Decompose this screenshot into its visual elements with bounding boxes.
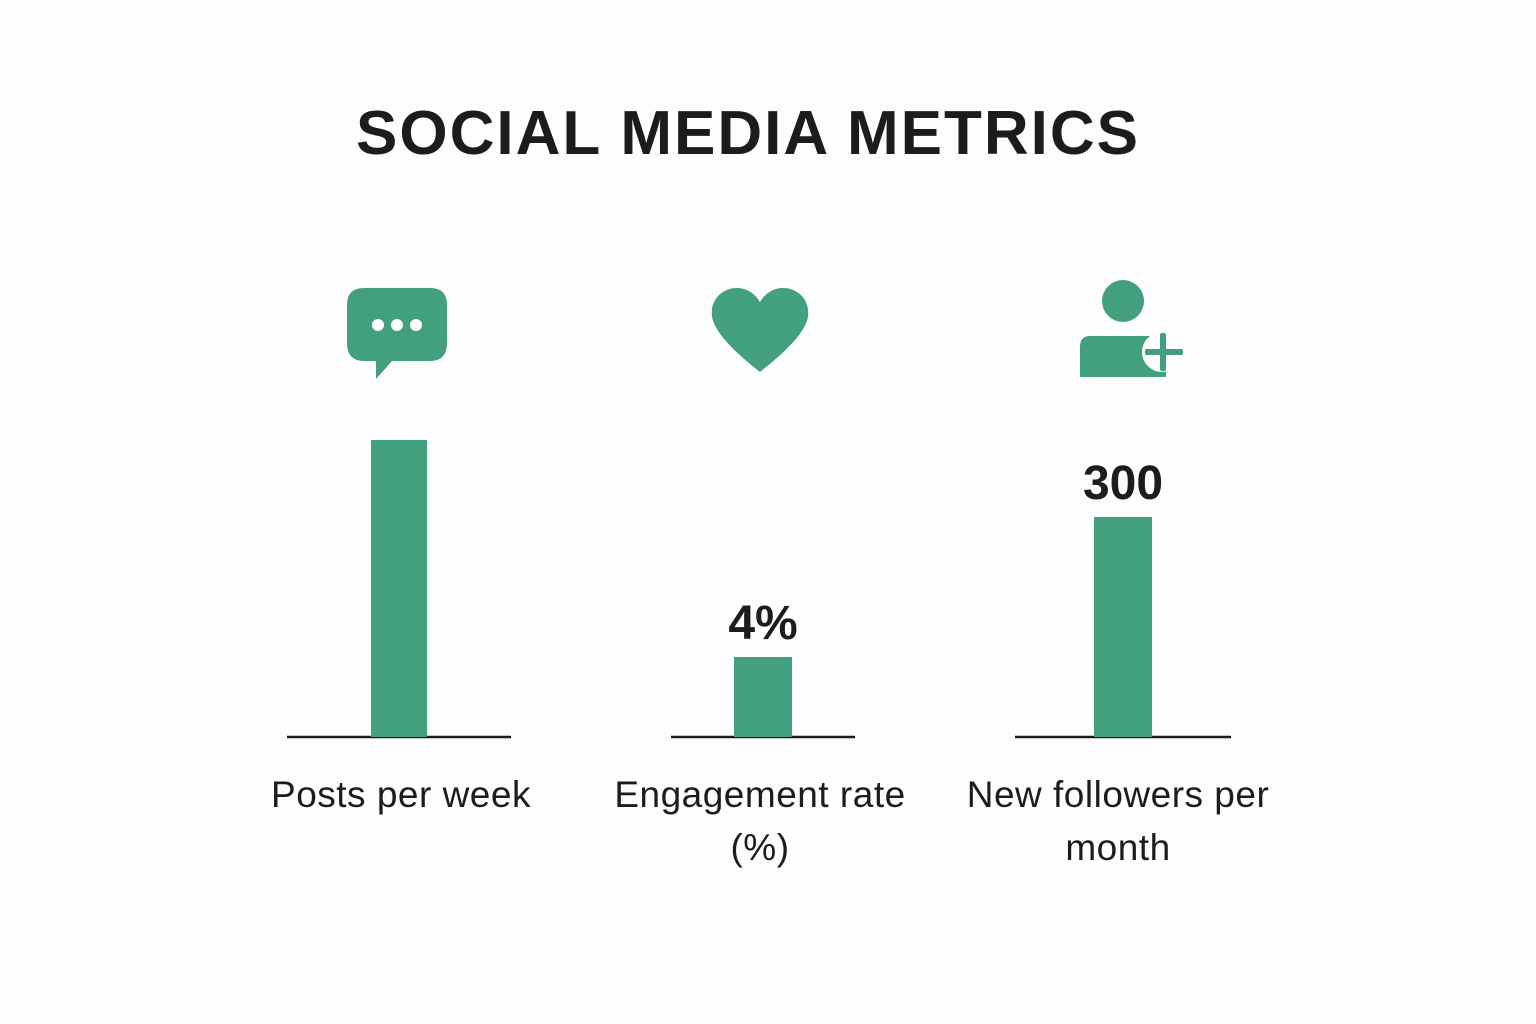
- add-user-icon: [1080, 280, 1183, 377]
- data-label-engagement: 4%: [728, 597, 797, 650]
- bar-followers: [1094, 517, 1152, 737]
- category-label-followers: New followers per month: [966, 774, 1270, 868]
- bar-posts: [371, 440, 427, 737]
- chart-title: SOCIAL MEDIA METRICS: [355, 99, 1141, 168]
- bar-engagement: [734, 657, 792, 737]
- category-label-engagement: Engagement rate (%): [614, 774, 906, 868]
- category-label-posts: Posts per week: [271, 774, 531, 815]
- chat-bubble-icon: [347, 288, 447, 379]
- heart-icon: [711, 288, 809, 372]
- data-label-followers: 300: [1083, 457, 1163, 510]
